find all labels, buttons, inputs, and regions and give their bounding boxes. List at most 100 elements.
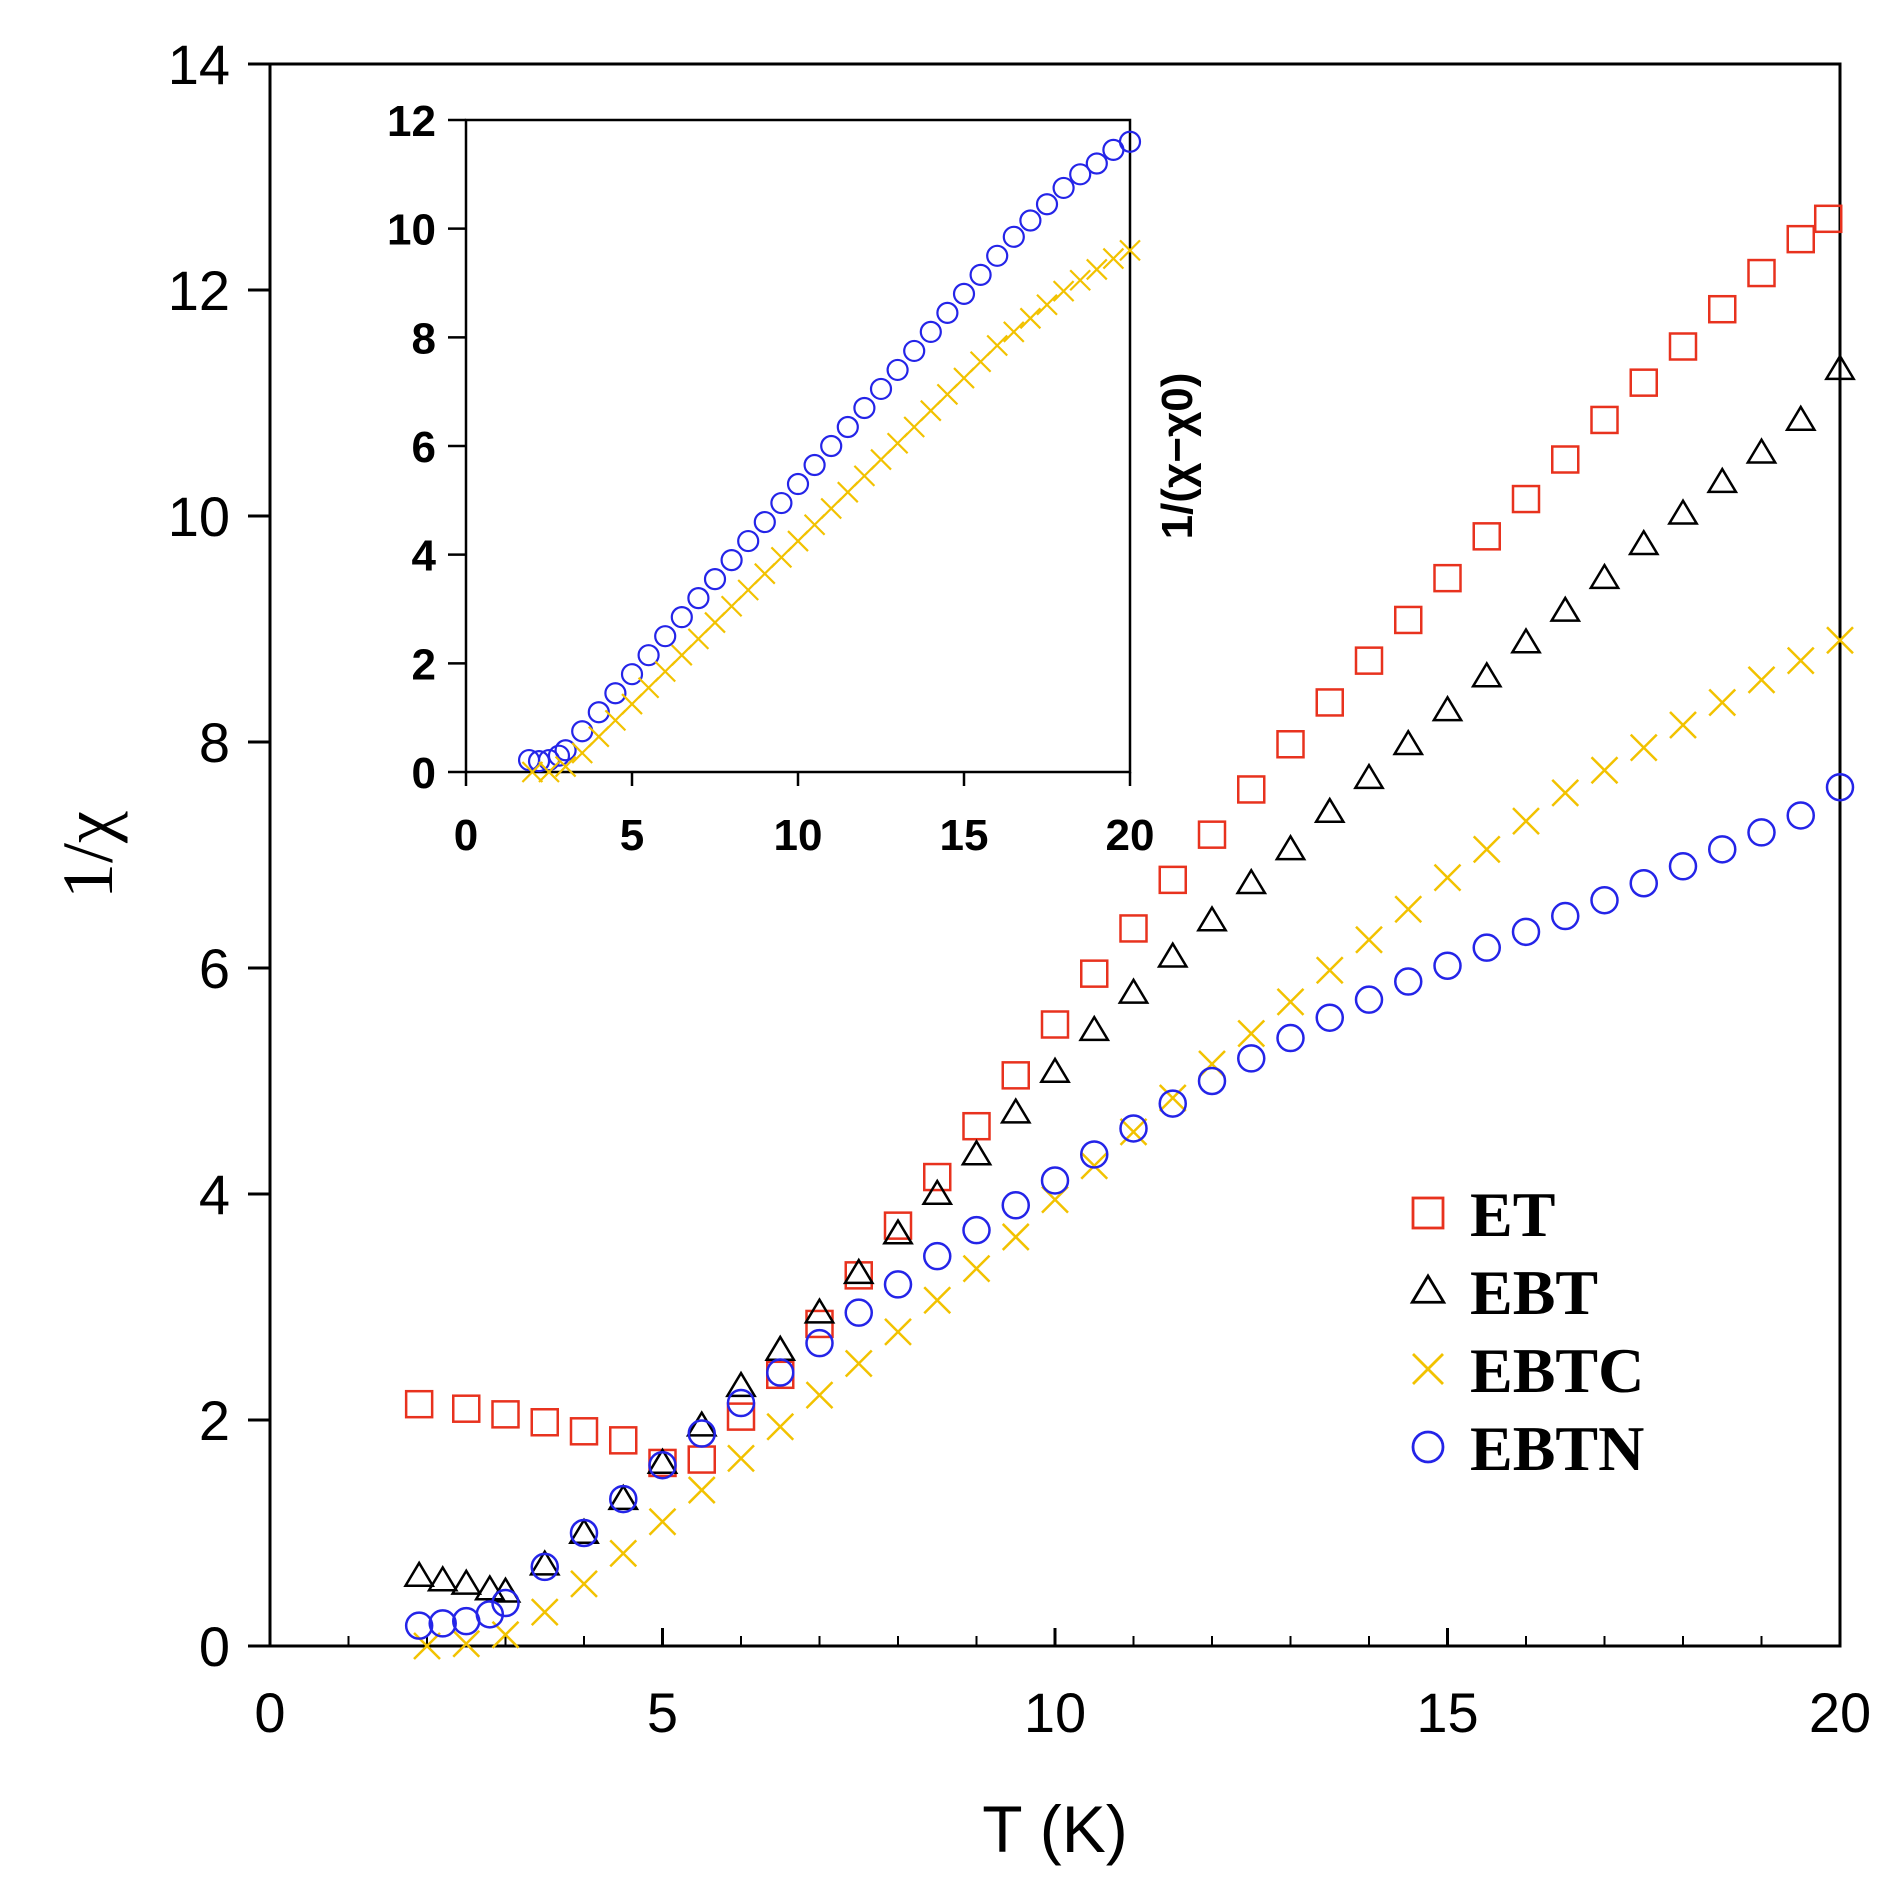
data-point [452,1629,481,1658]
legend-label-ebtn: EBTN [1470,1413,1644,1484]
legend-label-ebtc: EBTC [1470,1335,1644,1406]
data-point [569,1417,599,1446]
data-point [725,1370,757,1398]
legend-label-et: ET [1470,1179,1555,1250]
data-point [403,1560,436,1587]
inset-y-tick-label: 12 [387,97,436,146]
x-axis-title: T (K) [982,1792,1127,1866]
data-point [960,1139,993,1166]
legend-marker-ebtn [1411,1430,1445,1464]
data-point [1590,885,1619,915]
y-tick-label: 6 [199,937,230,1000]
data-point [1040,1010,1070,1039]
data-point [1668,332,1698,361]
data-point [1118,130,1142,153]
inset-y-tick-label: 10 [387,206,436,255]
data-point [842,1257,875,1285]
inset-x-tick-label: 10 [774,811,823,860]
data-point [475,1600,505,1629]
data-point [1119,1117,1148,1146]
data-point [1354,985,1384,1014]
data-point [805,1309,834,1339]
data-point [720,548,743,572]
data-point [1824,353,1856,381]
data-point [844,1298,873,1327]
data-point [648,1507,677,1536]
data-point [1052,280,1075,302]
data-point [986,334,1008,357]
data-point [528,1549,561,1576]
inset-y-tick-label: 6 [412,423,436,472]
x-tick-label: 0 [254,1681,285,1744]
data-point [1019,209,1042,232]
data-point [570,1569,598,1598]
data-point [569,1518,599,1548]
data-point [923,1162,952,1192]
data-point [489,1576,522,1603]
x-tick-label: 5 [647,1681,678,1744]
data-point [1470,661,1503,688]
data-point [1629,733,1658,762]
data-point [1080,959,1109,988]
data-point [1551,901,1580,931]
data-point [1431,694,1464,722]
data-point [491,1588,520,1618]
data-point [770,491,793,515]
data-point [1237,1019,1266,1048]
data-point [1086,258,1108,281]
data-point [1078,1014,1111,1042]
data-point [726,1402,756,1431]
inset-x-tick-label: 5 [620,811,644,860]
data-point [1394,895,1423,924]
data-point [962,1215,991,1245]
data-point [404,1389,434,1419]
inset-x-tick-label: 0 [454,811,478,860]
data-point [1001,1191,1030,1220]
data-point [1315,688,1344,717]
data-point [919,320,942,343]
data-point [1354,646,1384,675]
data-point [1313,796,1346,824]
data-point [1825,772,1855,802]
data-point [869,377,893,401]
data-point [426,1565,459,1592]
data-point [923,1286,952,1315]
series-et [404,204,1843,1478]
x-tick-label: 10 [1024,1681,1086,1744]
data-point [1747,818,1776,847]
data-point [1069,163,1092,186]
data-point [962,1254,991,1283]
data-point [1549,595,1582,622]
data-point [1040,1166,1070,1195]
data-point [803,453,826,477]
data-point [1276,1023,1305,1053]
inset-y-tick-label: 8 [412,314,436,363]
data-point [1511,484,1541,514]
inset-x-tick-label: 15 [940,811,989,860]
data-point [473,1574,506,1601]
data-point [1158,1089,1187,1118]
data-point [1394,605,1423,635]
data-point [1237,1044,1266,1073]
data-point [521,761,544,783]
data-point [883,1211,913,1240]
data-point [607,1483,640,1511]
data-point [1197,1066,1227,1096]
data-point [1472,933,1501,962]
data-point [884,1317,912,1346]
inset-plot: 0 5 10 15 20 0 2 4 6 8 10 12 1/(χ−χ0) [387,97,1202,860]
data-point [1786,224,1815,254]
y-tick-label: 4 [199,1163,230,1226]
data-point [1472,835,1501,864]
data-point [1551,445,1580,474]
data-point [452,1394,481,1423]
data-point [1708,835,1737,864]
data-point [727,1444,755,1473]
data-point [685,1410,718,1437]
data-point [1708,688,1737,717]
data-point [1667,498,1699,525]
data-point [1629,368,1658,397]
y-tick-label: 10 [168,485,230,548]
